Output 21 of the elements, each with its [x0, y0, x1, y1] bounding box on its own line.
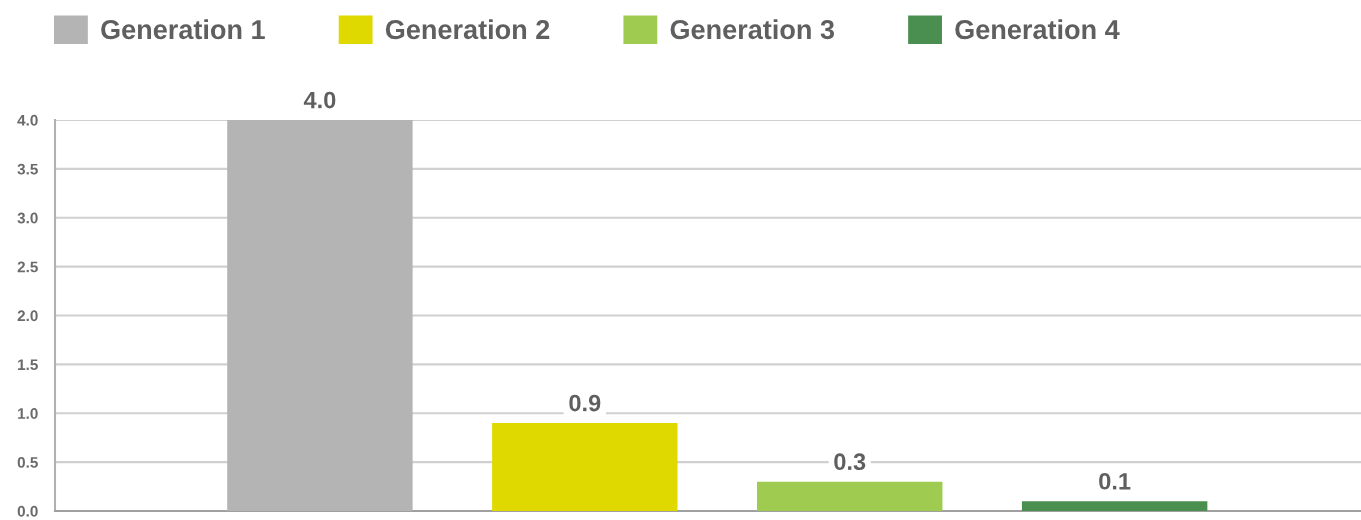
data-label: 0.1 — [1099, 472, 1131, 490]
bar — [757, 481, 943, 511]
y-tick-label: 0.5 — [17, 456, 38, 468]
data-label: 4.0 — [303, 91, 336, 109]
bar — [492, 423, 678, 511]
data-label: 0.3 — [834, 453, 866, 471]
legend-label: Generation 4 — [955, 19, 1120, 40]
y-tick-label: 3.5 — [17, 163, 38, 175]
bar — [1021, 501, 1208, 511]
legend-label: Generation 3 — [670, 19, 835, 40]
y-tick-label: 2.5 — [17, 261, 38, 273]
legend-label: Generation 2 — [385, 19, 550, 40]
bar — [227, 120, 413, 511]
y-tick-label: 0.0 — [17, 505, 38, 517]
legend-label: Generation 1 — [101, 19, 265, 40]
y-tick-label: 4.0 — [17, 114, 38, 126]
data-label: 0.9 — [569, 394, 601, 412]
y-tick-label: 1.5 — [18, 359, 38, 371]
y-tick-label: 1.0 — [18, 408, 38, 419]
y-tick-label: 2.0 — [17, 310, 38, 322]
y-tick-label: 3.0 — [17, 212, 38, 224]
